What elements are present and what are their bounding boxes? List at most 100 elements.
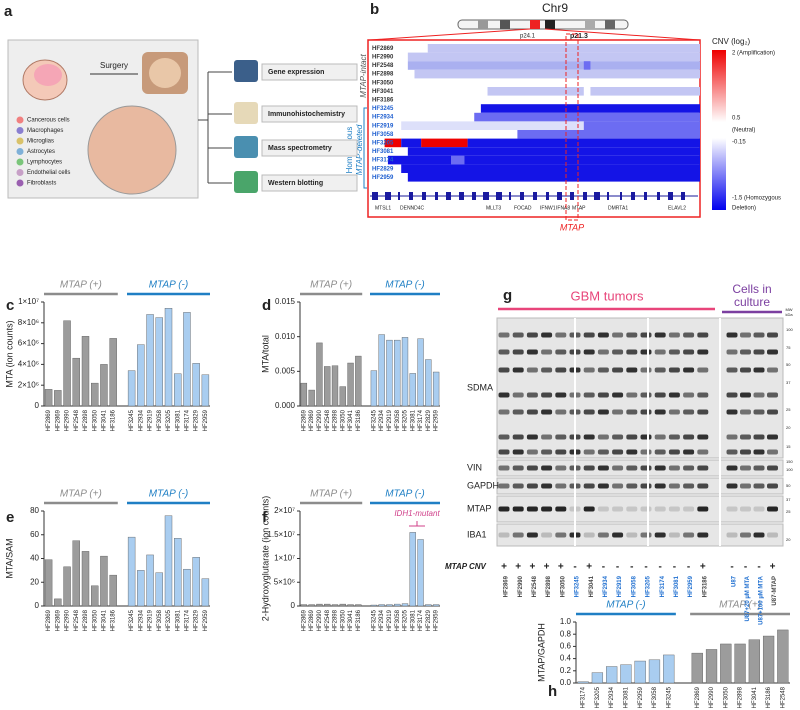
panel-label: h (548, 683, 557, 700)
blot-band (583, 532, 595, 538)
x-tick-label: HF2548 (780, 686, 786, 708)
x-tick-label: HF3245 (666, 686, 672, 708)
y-axis-label: MTA/SAM (4, 538, 14, 578)
cnv-segment (414, 69, 700, 79)
blot-band (512, 449, 524, 455)
x-tick-label: HF2919 (387, 409, 393, 431)
blot-band (541, 332, 553, 338)
bar (378, 334, 385, 407)
blot-band (626, 483, 638, 489)
brain-icon (34, 64, 62, 86)
blot-band (512, 465, 524, 471)
gene-block (435, 192, 438, 200)
bar (192, 363, 200, 407)
group-label: GBM tumors (571, 288, 644, 303)
cnv-sign: - (659, 562, 662, 573)
blot-band (498, 449, 510, 455)
blot-band (726, 332, 738, 338)
y-tick-label: 0 (35, 601, 40, 610)
bar (417, 539, 424, 607)
blot-band (767, 434, 778, 440)
gene-block (398, 192, 400, 200)
sample-label: HF3245 (372, 106, 394, 112)
bar (331, 365, 339, 407)
blot-band (683, 367, 695, 373)
x-tick-label: HF3245 (371, 609, 377, 631)
method-label: Mass spectrometry (268, 145, 332, 152)
blot-band (683, 465, 695, 471)
bar (127, 370, 136, 407)
group-label: MTAP-intact (359, 54, 368, 98)
cell-type-label: Macrophages (27, 128, 63, 134)
y-tick-label: 0.4 (560, 654, 572, 663)
x-tick-label: HF3058 (157, 409, 163, 431)
blot-band (583, 465, 595, 471)
blot-band (597, 483, 609, 489)
y-tick-label: 1.0 (560, 617, 572, 626)
y-tick-label: 1.5×10⁷ (267, 530, 295, 539)
x-tick-label: HF2898 (738, 686, 744, 708)
x-tick-label: HF3050 (92, 409, 98, 431)
blot-band (555, 332, 567, 338)
y-tick-label: 8×10⁶ (18, 318, 39, 327)
x-tick-label: HF3041 (102, 409, 108, 431)
cnv-segment (467, 138, 700, 148)
lane-label: HF3186 (702, 575, 708, 597)
bar (339, 603, 346, 607)
blot-band (654, 506, 666, 512)
blot-band (697, 449, 709, 455)
tissue (149, 58, 181, 88)
legend-label: MTAP (-) (385, 489, 424, 500)
bar (81, 336, 90, 407)
x-tick-label: HF2934 (138, 609, 144, 631)
x-tick-label: HF3050 (92, 609, 98, 631)
y-tick-label: 80 (30, 506, 39, 515)
bar (174, 373, 182, 407)
x-tick-label: HF2898 (333, 609, 339, 631)
blot-band (541, 532, 553, 538)
gene-block (657, 192, 660, 200)
x-tick-label: HF2548 (74, 609, 80, 631)
legend-label: MTAP (-) (606, 600, 645, 611)
chromosome-band (605, 20, 615, 29)
gene-block (620, 192, 622, 200)
cnv-segment (407, 61, 700, 70)
blot-band (626, 449, 638, 455)
bar (54, 598, 62, 607)
sample-label: HF2869 (372, 46, 394, 52)
x-tick-label: HF3174 (418, 609, 424, 631)
blot-band (753, 434, 765, 440)
bar (663, 654, 675, 684)
bar (394, 603, 401, 607)
blot-band (597, 465, 609, 471)
y-tick-label: 6×10⁶ (18, 339, 39, 348)
blot-band (726, 392, 738, 398)
blot-band (740, 332, 751, 338)
cell-icon (16, 137, 24, 145)
gene-block (535, 192, 537, 200)
cell-type-label: Endothelial cells (27, 170, 70, 176)
blot-band (541, 349, 553, 355)
blot-band (640, 506, 652, 512)
bar (155, 317, 163, 407)
sample-label: HF2919 (372, 123, 394, 129)
cell-type-label: Lymphocytes (27, 160, 62, 166)
legend-label: CNV (log₂) (712, 37, 751, 46)
x-tick-label: HF3174 (185, 409, 191, 431)
mw-marker: 25 (786, 407, 791, 412)
blot-band (597, 392, 609, 398)
panel-label: g (503, 287, 512, 304)
bar (137, 344, 145, 407)
bar (316, 342, 323, 407)
lane-label: HF3041 (589, 575, 595, 597)
blot-band (612, 392, 624, 398)
y-tick-label: 40 (30, 554, 39, 563)
x-tick-label: HF2990 (709, 686, 715, 708)
x-tick-label: HF2934 (379, 609, 385, 631)
highlight-label: MTAP (560, 222, 584, 232)
blot-band (726, 506, 738, 512)
bar (72, 540, 80, 607)
blot-band (555, 409, 567, 415)
blot-band (512, 483, 524, 489)
x-tick-label: HF2548 (74, 409, 80, 431)
